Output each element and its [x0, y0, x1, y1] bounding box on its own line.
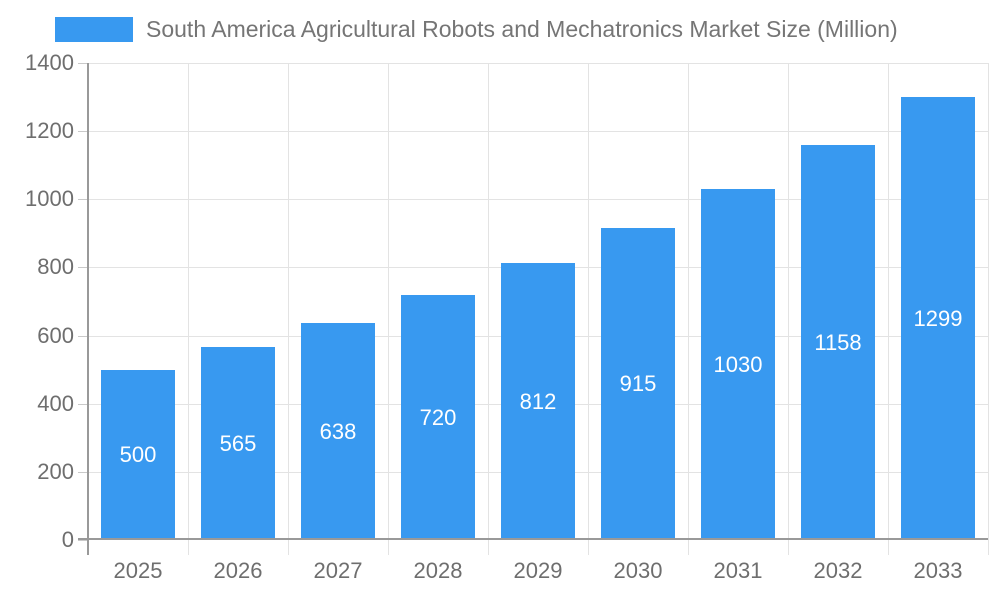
bar-2025[interactable]: 500: [101, 370, 175, 540]
y-axis-label: 600: [37, 322, 74, 348]
y-axis-label: 200: [37, 458, 74, 484]
gridline-vertical: [888, 63, 889, 555]
y-axis-tick: [78, 403, 88, 405]
gridline-vertical: [388, 63, 389, 555]
y-axis-tick: [78, 199, 88, 201]
bar-2027[interactable]: 638: [301, 323, 375, 540]
bar-2032[interactable]: 1158: [801, 145, 875, 540]
x-axis-line: [78, 538, 988, 540]
bar-value-label: 915: [619, 371, 657, 396]
x-axis-label: 2028: [413, 558, 463, 583]
y-axis-label: 800: [37, 254, 74, 280]
x-axis-label: 2026: [213, 558, 263, 583]
x-axis-label: 2033: [913, 558, 963, 583]
bar-value-label: 1030: [713, 351, 763, 377]
gridline-vertical: [288, 63, 289, 555]
y-axis-label: 1400: [25, 50, 74, 75]
x-axis-label: 2025: [113, 558, 163, 583]
x-axis-label: 2031: [713, 558, 763, 583]
bar-2033[interactable]: 1299: [901, 97, 975, 540]
y-axis-tick: [78, 267, 88, 269]
gridline-vertical: [688, 63, 689, 555]
bar-2028[interactable]: 720: [401, 295, 475, 540]
gridline-horizontal: [88, 199, 988, 201]
x-axis-label: 2030: [613, 558, 663, 583]
bar-value-label: 500: [119, 442, 157, 467]
y-axis-label: 1000: [25, 186, 74, 212]
y-axis-tick: [78, 471, 88, 473]
y-axis-tick: [78, 540, 88, 541]
y-axis-label: 400: [37, 390, 74, 416]
y-axis-tick: [78, 131, 88, 133]
bar-value-label: 1299: [913, 305, 963, 331]
bar-value-label: 812: [519, 388, 557, 414]
x-axis-label: 2029: [513, 558, 563, 583]
gridline-vertical: [188, 63, 189, 555]
gridline-vertical: [488, 63, 489, 555]
y-axis-tick: [78, 63, 88, 64]
bar-2026[interactable]: 565: [201, 347, 275, 540]
y-axis-tick: [78, 335, 88, 337]
chart-title: South America Agricultural Robots and Me…: [146, 16, 898, 42]
gridline-horizontal: [88, 63, 988, 64]
bar-value-label: 638: [319, 418, 357, 444]
gridline-vertical: [988, 63, 989, 555]
x-axis-label: 2032: [813, 558, 863, 583]
y-axis-label: 0: [61, 527, 74, 552]
y-axis-line: [87, 63, 89, 555]
bar-value-label: 1158: [814, 329, 862, 355]
x-axis-label: 2027: [313, 558, 363, 583]
bar-2031[interactable]: 1030: [701, 189, 775, 540]
gridline-horizontal: [88, 131, 988, 133]
legend-item[interactable]: South America Agricultural Robots and Me…: [55, 16, 898, 43]
y-axis-label: 1200: [25, 118, 74, 144]
gridline-vertical: [788, 63, 789, 555]
bar-value-label: 565: [219, 430, 257, 456]
bar-2030[interactable]: 915: [601, 228, 675, 540]
legend-swatch: [55, 17, 133, 42]
bar-value-label: 720: [419, 404, 457, 430]
gridline-vertical: [588, 63, 589, 555]
bar-2029[interactable]: 812: [501, 263, 575, 540]
plot-area: 500 565 638 720 812 915 1030 1158 1299: [78, 63, 989, 555]
